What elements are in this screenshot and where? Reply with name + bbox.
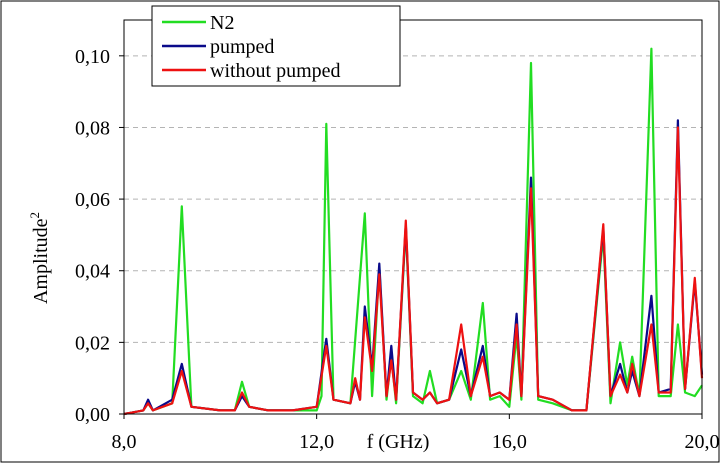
series-lines: [123, 47, 704, 416]
y-tick-label: 0,10: [75, 46, 110, 68]
axes: [119, 19, 703, 419]
legend-label: N2: [210, 12, 234, 34]
series-line-n2: [123, 47, 703, 416]
series-line-without-pumped: [123, 126, 704, 416]
y-tick-label: 0,06: [75, 189, 110, 211]
legend-label: without pumped: [210, 60, 341, 82]
y-axis-label: Amplitude2: [27, 212, 52, 304]
x-tick-label: 20,0: [685, 431, 720, 453]
plot-area: [123, 19, 703, 415]
y-tick-label: 0,00: [75, 404, 110, 426]
y-tick-label: 0,04: [75, 261, 110, 283]
x-tick-label: 16,0: [492, 431, 527, 453]
x-axis-label: f (GHz): [367, 431, 430, 453]
tick-labels: 0,00 0,02 0,04 0,06 0,08 0,10 8,0 12,0 16,0 20,0: [75, 46, 720, 453]
x-tick-label: 8,0: [112, 431, 137, 453]
x-tick-label: 12,0: [299, 431, 334, 453]
y-axis-label-superscript: 2: [27, 212, 42, 219]
legend-label: pumped: [210, 36, 274, 58]
y-axis-label-text: Amplitude: [30, 218, 52, 304]
y-tick-label: 0,02: [75, 332, 110, 354]
y-tick-label: 0,08: [75, 117, 110, 139]
